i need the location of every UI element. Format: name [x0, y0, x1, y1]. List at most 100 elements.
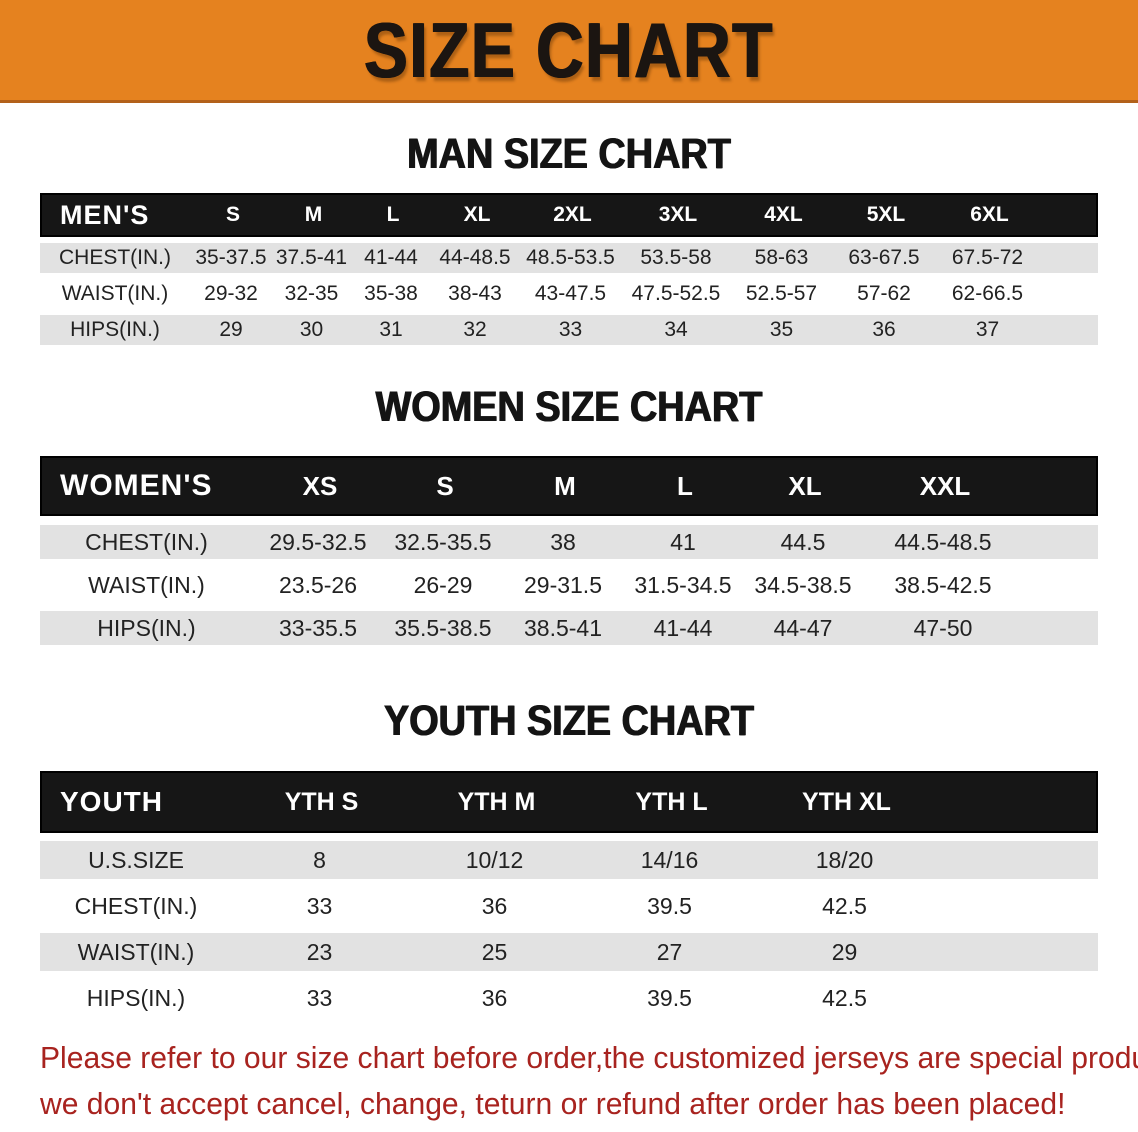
women-row-label-hips-in: HIPS(IN.)	[97, 614, 196, 641]
women-hips-in-m: 38.5-41	[523, 614, 602, 641]
youth-chest-in-yth-s: 33	[306, 892, 333, 919]
men-hips-in-2xl: 33	[558, 318, 583, 341]
women-row-hips-in: HIPS(IN.) 33-35.5 35.5-38.5 38.5-41 41-44 44-…	[40, 611, 1098, 645]
women-waist-in-m: 29-31.5	[523, 571, 602, 598]
youth-table-header-row: YOUTH YTH S YTH M YTH L YTH XL	[40, 771, 1098, 833]
youth-waist-in-yth-s: 23	[306, 938, 333, 965]
men-row-waist-in: WAIST(IN.) 29-32 32-35 35-38 38-43 43-47.5 47.…	[40, 279, 1098, 309]
youth-u-s-size-yth-s: 8	[313, 846, 326, 873]
men-chest-in-5xl: 63-67.5	[848, 246, 920, 269]
banner-title: SIZE CHART	[364, 6, 774, 94]
women-chest-in-l: 41	[670, 528, 696, 555]
men-table-header-row: MEN'S S M L XL 2XL 3XL 4XL 5XL 6XL	[40, 193, 1098, 237]
men-chest-in-3xl: 53.5-58	[640, 246, 712, 269]
men-chest-in-m: 37.5-41	[275, 246, 348, 269]
men-waist-in-6xl: 62-66.5	[951, 282, 1024, 305]
youth-row-hips-in: HIPS(IN.) 33 36 39.5 42.5	[40, 979, 1098, 1017]
youth-u-s-size-yth-xl: 18/20	[815, 846, 874, 873]
women-column-header-m: M	[554, 470, 576, 501]
men-column-header-3xl: 3XL	[658, 203, 698, 226]
youth-hips-in-yth-l: 39.5	[647, 984, 692, 1011]
youth-section-heading: YOUTH SIZE CHART	[383, 697, 754, 745]
men-row-label-waist-in: WAIST(IN.)	[61, 282, 169, 305]
footer-note-line2: we don't accept cancel, change, teturn o…	[40, 1086, 1066, 1121]
youth-row-label-waist-in: WAIST(IN.)	[77, 938, 195, 965]
women-chest-in-xl: 44.5	[780, 528, 826, 555]
youth-column-header-yth-l: YTH L	[635, 787, 708, 816]
men-column-header-l: L	[386, 203, 400, 226]
men-row-label-hips-in: HIPS(IN.)	[70, 318, 160, 341]
men-waist-in-s: 29-32	[204, 282, 258, 305]
youth-chest-in-yth-l: 39.5	[647, 892, 692, 919]
youth-row-label-hips-in: HIPS(IN.)	[86, 984, 186, 1011]
footer-note: Please refer to our size chart before or…	[0, 1035, 1138, 1127]
women-waist-in-xxl: 38.5-42.5	[894, 571, 992, 598]
women-chest-in-m: 38	[550, 528, 576, 555]
youth-hips-in-yth-s: 33	[306, 984, 333, 1011]
youth-column-header-yth-xl: YTH XL	[802, 787, 891, 816]
women-column-header-l: L	[677, 470, 693, 501]
section-women: WOMEN SIZE CHART WOMEN'S XS S M L XL XXL CHEST(…	[0, 383, 1138, 645]
youth-row-waist-in: WAIST(IN.) 23 25 27 29	[40, 933, 1098, 971]
women-hips-in-s: 35.5-38.5	[394, 614, 492, 641]
women-column-header-xl: XL	[788, 470, 822, 501]
men-waist-in-3xl: 47.5-52.5	[631, 282, 721, 305]
men-column-header-4xl: 4XL	[764, 203, 803, 226]
women-waist-in-s: 26-29	[413, 571, 473, 598]
women-row-label-chest-in: CHEST(IN.)	[85, 528, 208, 555]
women-waist-in-xs: 23.5-26	[278, 571, 357, 598]
men-column-header-2xl: 2XL	[553, 203, 592, 226]
women-hips-in-xxl: 47-50	[913, 614, 973, 641]
men-section-heading: MAN SIZE CHART	[407, 130, 731, 178]
men-chest-in-xl: 44-48.5	[439, 246, 511, 269]
section-youth: YOUTH SIZE CHART YOUTH YTH S YTH M YTH L YTH…	[0, 697, 1138, 1017]
youth-corner-label: YOUTH	[60, 786, 163, 817]
women-column-header-xs: XS	[302, 470, 338, 501]
youth-waist-in-yth-l: 27	[656, 938, 683, 965]
women-waist-in-l: 31.5-34.5	[634, 571, 732, 598]
men-column-header-s: S	[225, 203, 240, 226]
men-hips-in-6xl: 37	[975, 318, 1000, 341]
men-row-label-chest-in: CHEST(IN.)	[59, 246, 171, 269]
men-column-header-5xl: 5XL	[866, 203, 906, 226]
men-waist-in-l: 35-38	[364, 282, 418, 305]
men-column-header-xl: XL	[463, 203, 491, 226]
youth-column-header-yth-m: YTH M	[457, 787, 536, 816]
women-table-header-row: WOMEN'S XS S M L XL XXL	[40, 456, 1098, 516]
women-section-heading: WOMEN SIZE CHART	[375, 383, 763, 431]
men-waist-in-5xl: 57-62	[857, 282, 911, 305]
women-row-chest-in: CHEST(IN.) 29.5-32.5 32.5-35.5 38 41 44.5 44.5…	[40, 525, 1098, 559]
men-waist-in-2xl: 43-47.5	[534, 282, 607, 305]
men-waist-in-xl: 38-43	[448, 282, 502, 305]
women-column-header-s: S	[436, 470, 454, 501]
men-hips-in-xl: 32	[463, 318, 487, 341]
women-hips-in-xl: 44-47	[773, 614, 833, 641]
men-hips-in-5xl: 36	[872, 318, 896, 341]
men-column-header-6xl: 6XL	[970, 203, 1009, 226]
women-chest-in-s: 32.5-35.5	[394, 528, 492, 555]
men-hips-in-m: 30	[299, 318, 324, 341]
men-row-chest-in: CHEST(IN.) 35-37.5 37.5-41 41-44 44-48.5 48.5…	[40, 243, 1098, 273]
men-waist-in-4xl: 52.5-57	[745, 282, 818, 305]
youth-u-s-size-yth-l: 14/16	[640, 846, 699, 873]
men-hips-in-s: 29	[219, 318, 243, 341]
youth-hips-in-yth-xl: 42.5	[822, 984, 867, 1011]
men-size-table: MEN'S S M L XL 2XL 3XL 4XL 5XL 6XL CHEST(IN.) 35-37…	[40, 193, 1098, 345]
men-hips-in-3xl: 34	[664, 318, 688, 341]
men-chest-in-s: 35-37.5	[195, 246, 267, 269]
youth-row-label-u-s-size: U.S.SIZE	[88, 846, 184, 873]
men-hips-in-l: 31	[379, 318, 403, 341]
youth-column-header-yth-s: YTH S	[284, 787, 359, 816]
men-waist-in-m: 32-35	[284, 282, 339, 305]
women-corner-label: WOMEN'S	[60, 469, 213, 502]
youth-u-s-size-yth-m: 10/12	[465, 846, 524, 873]
women-chest-in-xxl: 44.5-48.5	[894, 528, 992, 555]
men-row-hips-in: HIPS(IN.) 29 30 31 32 33 34 35 36 37	[40, 315, 1098, 345]
youth-row-chest-in: CHEST(IN.) 33 36 39.5 42.5	[40, 887, 1098, 925]
women-hips-in-l: 41-44	[653, 614, 713, 641]
youth-row-u-s-size: U.S.SIZE 8 10/12 14/16 18/20	[40, 841, 1098, 879]
women-waist-in-xl: 34.5-38.5	[754, 571, 852, 598]
men-hips-in-4xl: 35	[769, 318, 794, 341]
women-column-header-xxl: XXL	[919, 470, 971, 501]
